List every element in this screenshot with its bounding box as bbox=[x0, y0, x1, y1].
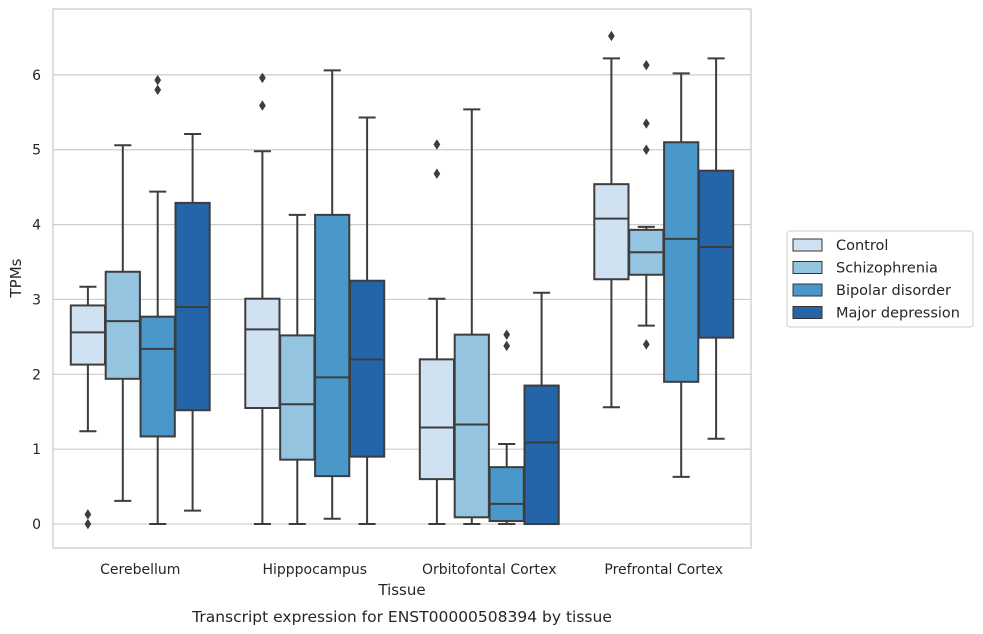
y-tick-label: 1 bbox=[32, 442, 41, 458]
x-tick-label: Prefrontal Cortex bbox=[604, 562, 723, 578]
outlier-point bbox=[503, 329, 511, 340]
outlier-point bbox=[642, 59, 650, 71]
box-iqr bbox=[348, 279, 386, 458]
y-tick-label: 5 bbox=[32, 143, 41, 159]
outlier-point bbox=[259, 72, 266, 84]
box bbox=[453, 108, 490, 526]
legend-entry-label: Control bbox=[836, 238, 888, 254]
outlier-point bbox=[642, 339, 650, 350]
outlier-point bbox=[433, 168, 441, 179]
legend: Control Schizophrenia Bipolar disorder Majo… bbox=[786, 230, 974, 328]
outlier-point bbox=[642, 144, 650, 155]
legend-swatch bbox=[792, 238, 823, 252]
box bbox=[488, 329, 525, 526]
series-major-depression bbox=[174, 57, 735, 526]
legend-entry-label: Schizophrenia bbox=[836, 261, 938, 277]
outlier-point bbox=[503, 340, 511, 352]
series-bipolar-disorder bbox=[139, 69, 700, 526]
legend-frame bbox=[786, 230, 974, 328]
box-iqr bbox=[69, 304, 107, 366]
chart-caption: Transcript expression for ENST0000050839… bbox=[191, 608, 612, 626]
box-iqr bbox=[523, 384, 560, 526]
box bbox=[139, 74, 176, 526]
box-iqr bbox=[453, 333, 490, 519]
legend-swatch bbox=[792, 306, 823, 319]
x-axis-label: Tissue bbox=[377, 581, 425, 599]
y-tick-label: 4 bbox=[32, 218, 41, 234]
x-tick-label: Orbitofontal Cortex bbox=[422, 562, 557, 578]
outlier-point bbox=[259, 100, 266, 111]
y-tick-label: 6 bbox=[32, 68, 41, 84]
box bbox=[244, 72, 281, 526]
box bbox=[697, 57, 735, 440]
box-iqr bbox=[139, 315, 176, 438]
y-tick-label: 2 bbox=[32, 367, 41, 383]
box bbox=[628, 59, 665, 350]
plot-frame bbox=[52, 8, 752, 549]
outlier-point bbox=[84, 509, 92, 520]
box-iqr bbox=[488, 466, 525, 523]
outlier-point bbox=[642, 118, 650, 129]
legend-entry-label: Bipolar disorder bbox=[836, 283, 951, 299]
outlier-point bbox=[154, 84, 162, 96]
box bbox=[418, 139, 456, 526]
box-groups bbox=[69, 30, 735, 530]
legend-swatch bbox=[792, 283, 823, 297]
y-axis-label: TPMs bbox=[7, 258, 25, 298]
legend-swatch bbox=[792, 261, 823, 274]
x-axis-ticks: Cerebellum Hipppocampus Orbitofontal Corte… bbox=[100, 562, 723, 578]
y-tick-label: 3 bbox=[32, 292, 41, 308]
box bbox=[523, 291, 560, 526]
box bbox=[174, 133, 211, 512]
y-axis-ticks: 0 1 2 3 4 5 6 bbox=[32, 68, 41, 533]
outlier-point bbox=[433, 139, 441, 150]
box-iqr bbox=[418, 358, 456, 481]
legend-entry-label: Major depression bbox=[836, 306, 960, 322]
box-iqr bbox=[314, 213, 351, 478]
box bbox=[348, 116, 386, 526]
outlier-point bbox=[608, 30, 615, 42]
box-iqr bbox=[697, 169, 735, 339]
y-tick-label: 0 bbox=[32, 517, 41, 533]
box-iqr bbox=[279, 334, 316, 461]
plot-background bbox=[53, 9, 751, 548]
outlier-point bbox=[84, 518, 92, 530]
box bbox=[314, 69, 351, 520]
x-tick-label: Hipppocampus bbox=[262, 562, 367, 578]
box-iqr bbox=[593, 183, 630, 281]
x-tick-label: Cerebellum bbox=[100, 562, 180, 578]
series-control bbox=[69, 30, 630, 530]
outlier-point bbox=[154, 74, 162, 86]
box-iqr bbox=[244, 297, 281, 410]
box-iqr bbox=[104, 270, 141, 380]
box-iqr bbox=[663, 141, 700, 383]
box bbox=[104, 144, 141, 502]
box bbox=[593, 30, 630, 409]
